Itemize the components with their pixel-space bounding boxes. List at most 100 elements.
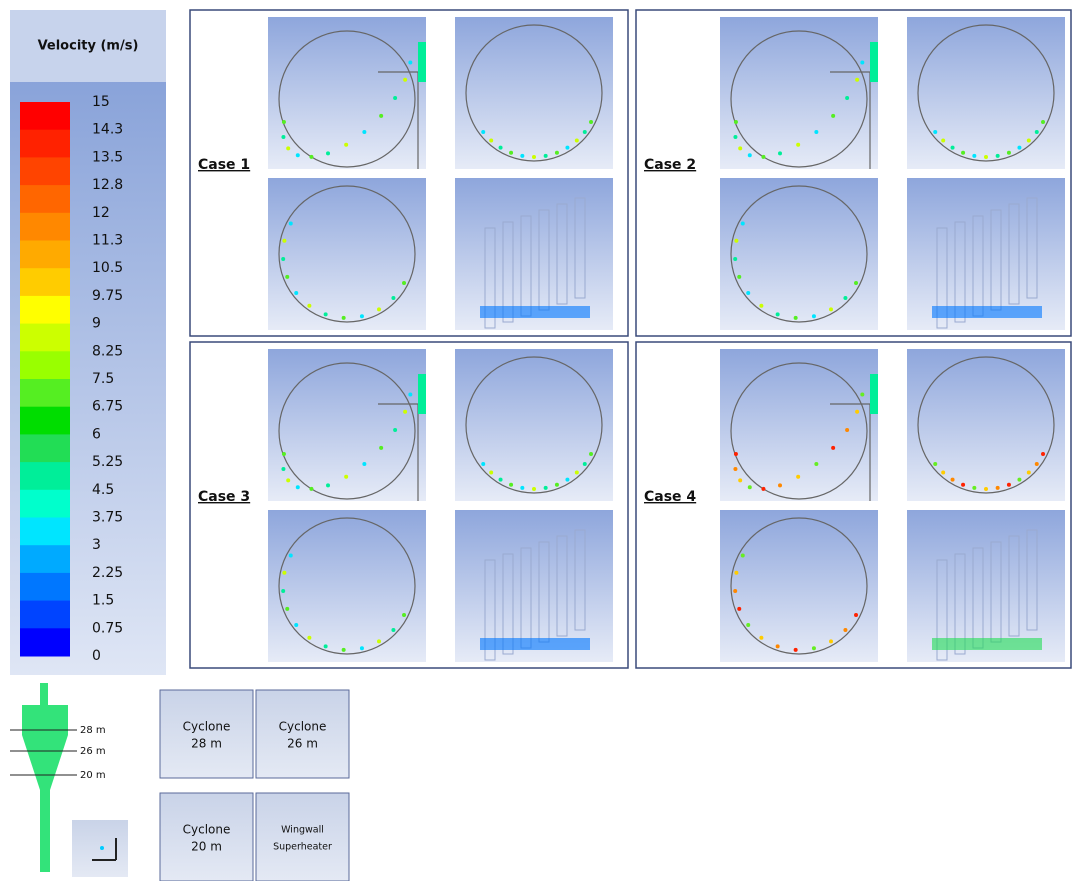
- color-swatch: [20, 407, 70, 435]
- velocity-vector: [794, 648, 798, 652]
- velocity-vector: [282, 452, 286, 456]
- legend-tick-label: 5.25: [92, 454, 123, 470]
- legend-tick-label: 6: [92, 426, 101, 442]
- velocity-vector: [794, 316, 798, 320]
- velocity-vector: [402, 613, 406, 617]
- velocity-vector: [812, 646, 816, 650]
- velocity-vector: [796, 475, 800, 479]
- velocity-vector: [741, 221, 745, 225]
- color-swatch: [20, 379, 70, 407]
- velocity-vector: [831, 114, 835, 118]
- view-key: [256, 793, 349, 881]
- case-label: Case 2: [644, 157, 696, 173]
- level-label: 20 m: [80, 770, 106, 781]
- color-swatch: [20, 102, 70, 130]
- velocity-vector: [281, 257, 285, 261]
- velocity-vector: [344, 475, 348, 479]
- wingwall-base: [480, 306, 590, 318]
- color-swatch: [20, 573, 70, 601]
- color-swatch: [20, 490, 70, 518]
- velocity-vector: [933, 130, 937, 134]
- inlet-jet: [418, 42, 426, 82]
- velocity-vector: [738, 478, 742, 482]
- velocity-vector: [489, 139, 493, 143]
- velocity-vector: [403, 78, 407, 82]
- velocity-vector: [941, 471, 945, 475]
- velocity-vector: [972, 486, 976, 490]
- velocity-vector: [733, 589, 737, 593]
- velocity-vector: [734, 571, 738, 575]
- level-label: 26 m: [80, 746, 106, 757]
- velocity-vector: [1041, 452, 1045, 456]
- velocity-vector: [509, 483, 513, 487]
- color-swatch: [20, 628, 70, 656]
- view-key-label: Cyclone: [279, 720, 327, 734]
- legend-tick-label: 8.25: [92, 343, 123, 359]
- velocity-vector: [829, 307, 833, 311]
- legend-tick-label: 14.3: [92, 122, 123, 138]
- velocity-vector: [854, 281, 858, 285]
- color-swatch: [20, 518, 70, 546]
- velocity-vector: [342, 316, 346, 320]
- velocity-vector: [296, 485, 300, 489]
- velocity-vector: [326, 151, 330, 155]
- velocity-vector: [342, 648, 346, 652]
- velocity-vector: [344, 143, 348, 147]
- velocity-vector: [778, 151, 782, 155]
- velocity-vector: [589, 452, 593, 456]
- result-image: [907, 349, 1065, 501]
- legend-tick-label: 2.25: [92, 565, 123, 581]
- color-swatch: [20, 545, 70, 573]
- legend-tick-label: 15: [92, 94, 110, 110]
- velocity-vector: [737, 607, 741, 611]
- velocity-vector: [796, 143, 800, 147]
- velocity-vector: [309, 155, 313, 159]
- result-image: [720, 510, 878, 662]
- velocity-vector: [845, 96, 849, 100]
- velocity-vector: [829, 639, 833, 643]
- velocity-vector: [575, 471, 579, 475]
- velocity-vector: [532, 155, 536, 159]
- velocity-vector: [1017, 478, 1021, 482]
- view-key-label: Wingwall: [281, 825, 324, 836]
- velocity-vector: [734, 120, 738, 124]
- result-image: [907, 17, 1065, 169]
- velocity-vector: [362, 130, 366, 134]
- velocity-vector: [746, 623, 750, 627]
- result-image: [268, 178, 426, 330]
- color-swatch: [20, 241, 70, 269]
- velocity-vector: [286, 146, 290, 150]
- legend-tick-label: 9: [92, 316, 101, 332]
- legend-tick-label: 0.75: [92, 620, 123, 636]
- view-key-label: Cyclone: [183, 823, 231, 837]
- velocity-vector: [855, 410, 859, 414]
- color-swatch: [20, 268, 70, 296]
- velocity-vector: [555, 151, 559, 155]
- case-label: Case 4: [644, 489, 696, 505]
- velocity-vector: [294, 291, 298, 295]
- velocity-vector: [776, 312, 780, 316]
- velocity-vector: [860, 392, 864, 396]
- legend-tick-label: 12.8: [92, 177, 123, 193]
- legend-tick-label: 12: [92, 205, 110, 221]
- legend-tick-label: 13.5: [92, 149, 123, 165]
- velocity-vector: [289, 553, 293, 557]
- inlet-jet: [418, 374, 426, 414]
- velocity-vector: [984, 155, 988, 159]
- velocity-vector: [499, 478, 503, 482]
- velocity-vector: [734, 452, 738, 456]
- view-key-label: 20 m: [191, 840, 222, 854]
- velocity-vector: [759, 636, 763, 640]
- velocity-vector: [738, 146, 742, 150]
- velocity-vector: [377, 639, 381, 643]
- velocity-vector: [860, 60, 864, 64]
- velocity-vector: [583, 130, 587, 134]
- velocity-vector: [951, 146, 955, 150]
- velocity-vector: [583, 462, 587, 466]
- velocity-vector: [360, 314, 364, 318]
- legend-title: Velocity (m/s): [38, 39, 139, 54]
- velocity-vector: [843, 296, 847, 300]
- velocity-vector: [360, 646, 364, 650]
- velocity-vector: [845, 428, 849, 432]
- velocity-vector: [282, 120, 286, 124]
